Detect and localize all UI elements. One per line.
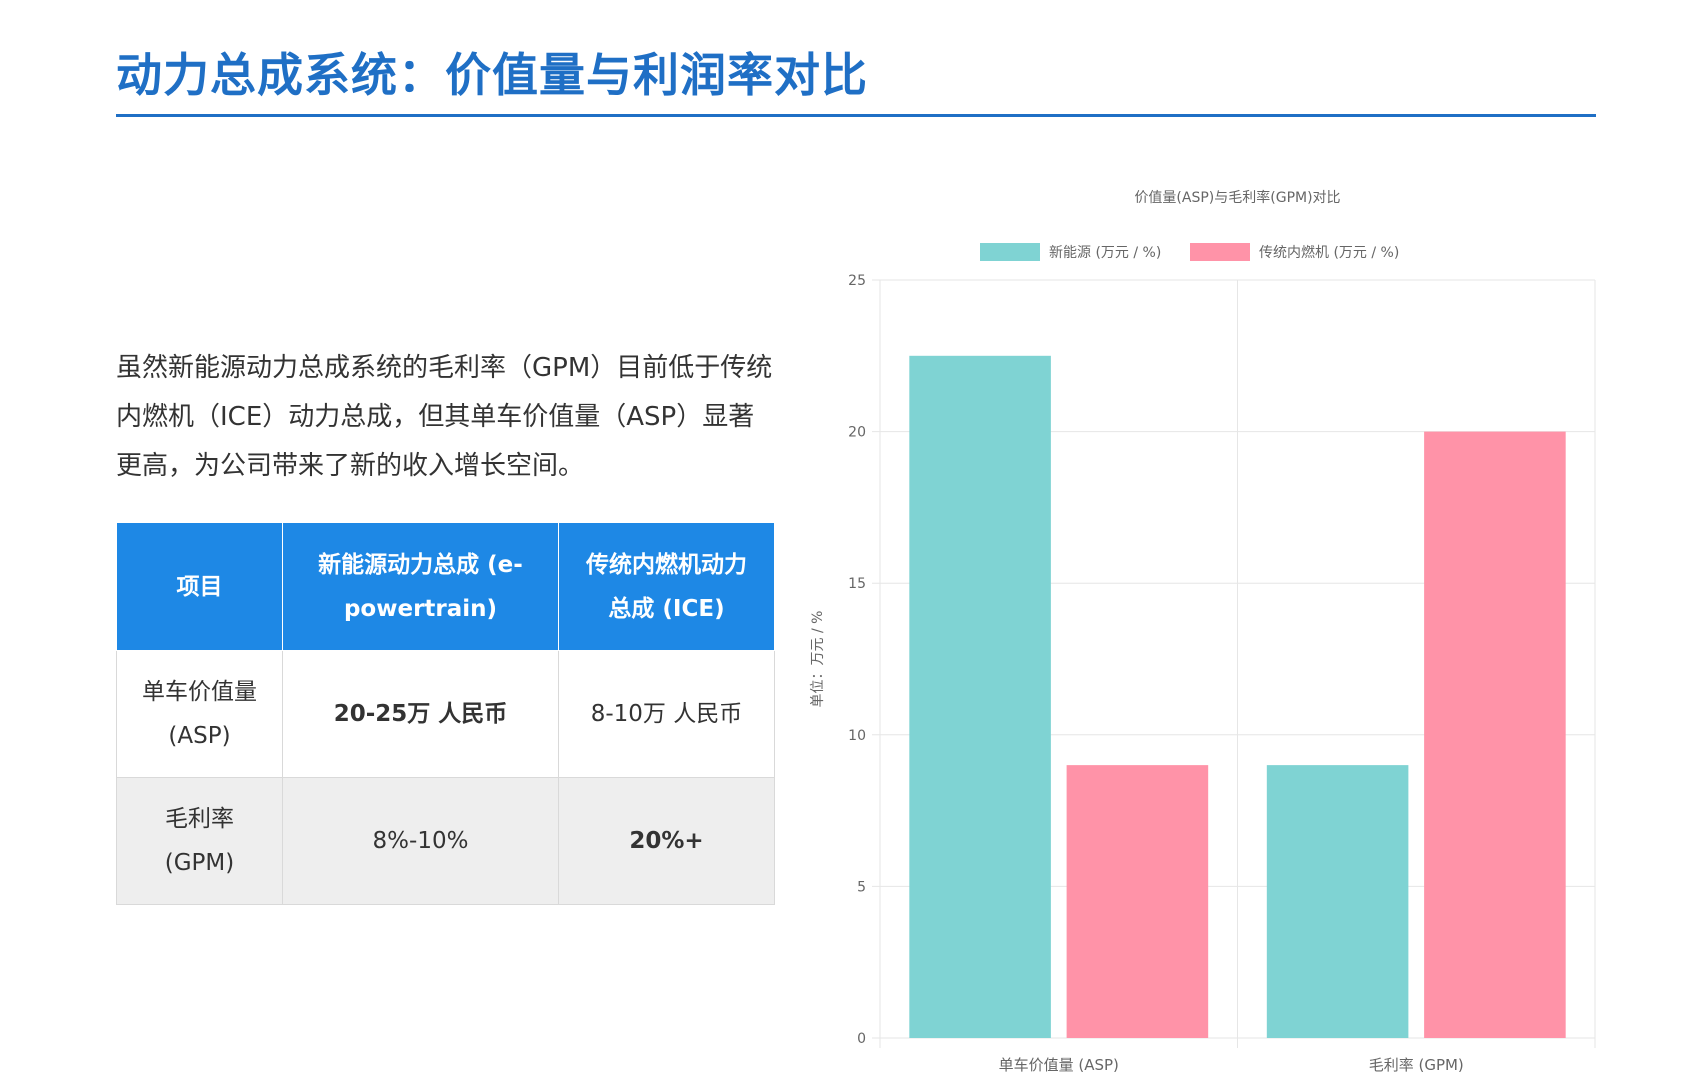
header-ice: 传统内燃机动力总成 (ICE) <box>558 522 775 651</box>
bar-2-1 <box>1266 765 1409 1038</box>
row-gpm-ice: 20%+ <box>558 777 775 905</box>
table-header-row: 项目 新能源动力总成 (e-powertrain) 传统内燃机动力总成 (ICE… <box>116 522 775 651</box>
row-asp-ev: 20-25万 人民币 <box>282 650 559 778</box>
table-row: 单车价值量 (ASP) 20-25万 人民币 8-10万 人民币 <box>116 650 775 778</box>
chart-title: 价值量(ASP)与毛利率(GPM)对比 <box>1134 189 1340 206</box>
y-tick-label: 0 <box>857 1031 866 1047</box>
bar-1-1 <box>909 355 1051 1038</box>
y-tick-label: 10 <box>848 728 866 744</box>
y-tick-label: 20 <box>848 425 866 441</box>
table-row: 毛利率 (GPM) 8%-10% 20%+ <box>116 777 775 905</box>
intro-paragraph: 虽然新能源动力总成系统的毛利率（GPM）目前低于传统内燃机（ICE）动力总成，但… <box>116 353 773 481</box>
page-title: 动力总成系统：价值量与利润率对比 <box>116 48 868 102</box>
header-ev: 新能源动力总成 (e-powertrain) <box>282 522 559 651</box>
y-tick-label: 25 <box>848 273 866 289</box>
row-gpm-ev: 8%-10% <box>282 777 559 905</box>
y-tick-label: 15 <box>848 576 866 592</box>
legend-label-2: 传统内燃机 (万元 / %) <box>1259 244 1399 261</box>
y-axis-label: 单位：万元 / % <box>810 611 826 708</box>
legend-label-1: 新能源 (万元 / %) <box>1049 245 1161 261</box>
comparison-table: 项目 新能源动力总成 (e-powertrain) 传统内燃机动力总成 (ICE… <box>116 522 775 905</box>
row-gpm-item: 毛利率 (GPM) <box>116 777 283 905</box>
row-asp-item: 单车价值量 (ASP) <box>116 650 283 778</box>
legend-swatch-1 <box>980 243 1040 261</box>
bar-1-2 <box>1066 765 1209 1038</box>
x-tick-label: 毛利率 (GPM) <box>1369 1056 1464 1074</box>
legend-swatch-2 <box>1190 243 1250 261</box>
x-tick-label: 单车价值量 (ASP) <box>999 1056 1119 1074</box>
y-tick-label: 5 <box>857 879 866 895</box>
row-asp-ice: 8-10万 人民币 <box>558 650 775 778</box>
bar-2-2 <box>1424 431 1566 1039</box>
title-divider <box>116 114 1596 117</box>
header-item: 项目 <box>116 522 283 651</box>
